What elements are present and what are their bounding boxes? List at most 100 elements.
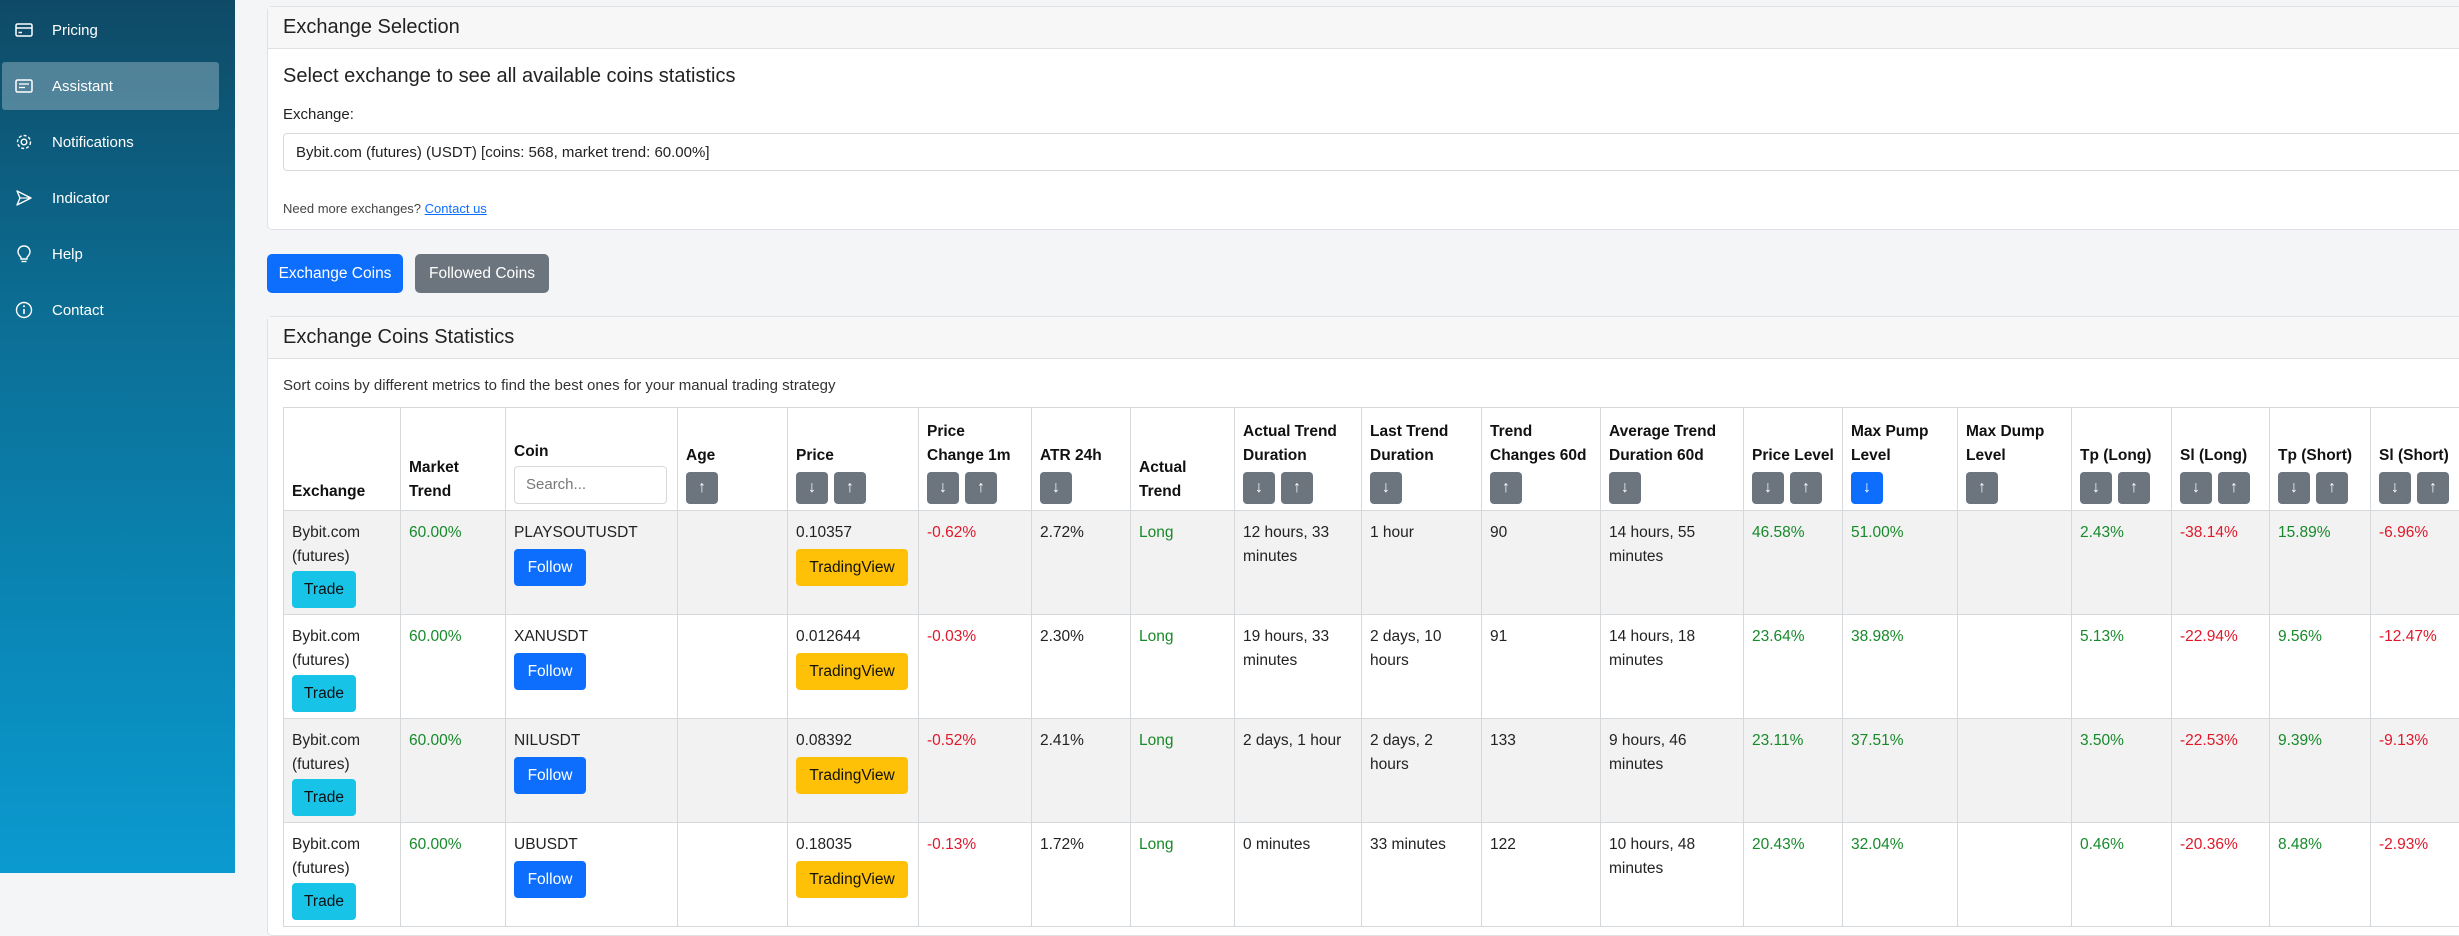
more-exchanges-text: Need more exchanges? Contact us <box>283 201 487 216</box>
sidebar-item-label: Indicator <box>52 190 110 207</box>
contact-us-link[interactable]: Contact us <box>425 201 487 216</box>
sort-asc-button[interactable]: ↑ <box>1490 472 1522 504</box>
col-sl-long: Sl (Long)↓↑ <box>2172 408 2270 511</box>
sort-desc-button[interactable]: ↓ <box>927 472 959 504</box>
actual-duration-value: 19 hours, 33 minutes <box>1235 615 1362 719</box>
sort-desc-button[interactable]: ↓ <box>2180 472 2212 504</box>
tradingview-button[interactable]: TradingView <box>796 653 908 690</box>
follow-button[interactable]: Follow <box>514 757 586 794</box>
sort-asc-button[interactable]: ↑ <box>965 472 997 504</box>
sort-asc-button[interactable]: ↑ <box>1966 472 1998 504</box>
age-value <box>678 719 788 823</box>
sidebar-item-label: Assistant <box>52 78 113 95</box>
sort-desc-button[interactable]: ↓ <box>1609 472 1641 504</box>
follow-button[interactable]: Follow <box>514 861 586 898</box>
lightbulb-icon <box>14 244 34 264</box>
sidebar-item-assistant[interactable]: Assistant <box>2 62 219 110</box>
exchange-name: Bybit.com (futures) <box>292 524 360 565</box>
col-price: Price↓↑ <box>788 408 919 511</box>
trend-value: Long <box>1131 719 1235 823</box>
sl-short-value: -6.96% <box>2371 511 2459 615</box>
follow-button[interactable]: Follow <box>514 653 586 690</box>
sort-asc-button[interactable]: ↑ <box>2118 472 2150 504</box>
exchange-selection-title: Select exchange to see all available coi… <box>283 65 735 88</box>
price-value: 0.10357 <box>796 524 852 541</box>
sidebar-item-notifications[interactable]: Notifications <box>2 118 219 166</box>
trend-changes-value: 133 <box>1482 719 1601 823</box>
sidebar-item-help[interactable]: Help <box>2 230 219 278</box>
sort-asc-button[interactable]: ↑ <box>2218 472 2250 504</box>
sort-asc-button[interactable]: ↑ <box>834 472 866 504</box>
actual-duration-value: 12 hours, 33 minutes <box>1235 511 1362 615</box>
trade-button[interactable]: Trade <box>292 883 356 920</box>
follow-button[interactable]: Follow <box>514 549 586 586</box>
coin-search-input[interactable]: Search... <box>514 466 667 504</box>
trade-button[interactable]: Trade <box>292 571 356 608</box>
atr-value: 2.72% <box>1032 511 1131 615</box>
tp-long-value: 2.43% <box>2072 511 2172 615</box>
exchange-stats-header: Exchange Coins Statistics <box>268 317 2459 359</box>
market-trend-value: 60.00% <box>401 511 506 615</box>
sort-desc-button[interactable]: ↓ <box>1752 472 1784 504</box>
exchange-select[interactable]: Bybit.com (futures) (USDT) [coins: 568, … <box>283 133 2459 171</box>
exchange-label: Exchange: <box>283 106 354 123</box>
sort-asc-button[interactable]: ↑ <box>1790 472 1822 504</box>
sort-desc-button[interactable]: ↓ <box>2379 472 2411 504</box>
sidebar-item-indicator[interactable]: Indicator <box>2 174 219 222</box>
sort-asc-button[interactable]: ↑ <box>1281 472 1313 504</box>
trade-button[interactable]: Trade <box>292 779 356 816</box>
tp-long-value: 3.50% <box>2072 719 2172 823</box>
price-change-value: -0.13% <box>919 823 1032 927</box>
sort-desc-button[interactable]: ↓ <box>1040 472 1072 504</box>
sort-desc-button[interactable]: ↓ <box>2278 472 2310 504</box>
age-value <box>678 823 788 927</box>
last-duration-value: 2 days, 10 hours <box>1362 615 1482 719</box>
tradingview-button[interactable]: TradingView <box>796 549 908 586</box>
sidebar-item-contact[interactable]: Contact <box>2 286 219 334</box>
trend-value: Long <box>1131 615 1235 719</box>
exchange-coins-button[interactable]: Exchange Coins <box>267 254 403 293</box>
market-trend-value: 60.00% <box>401 615 506 719</box>
col-max-dump: Max Dump Level↑ <box>1958 408 2072 511</box>
trend-changes-value: 90 <box>1482 511 1601 615</box>
sort-asc-button[interactable]: ↑ <box>2417 472 2449 504</box>
price-change-value: -0.03% <box>919 615 1032 719</box>
max-pump-value: 38.98% <box>1843 615 1958 719</box>
tradingview-button[interactable]: TradingView <box>796 757 908 794</box>
max-dump-value <box>1958 719 2072 823</box>
sl-short-value: -2.93% <box>2371 823 2459 927</box>
sort-asc-button[interactable]: ↑ <box>2316 472 2348 504</box>
trend-changes-value: 91 <box>1482 615 1601 719</box>
tp-short-value: 8.48% <box>2270 823 2371 927</box>
trend-value: Long <box>1131 823 1235 927</box>
sort-desc-button[interactable]: ↓ <box>2080 472 2112 504</box>
sort-asc-button[interactable]: ↑ <box>686 472 718 504</box>
price-value: 0.012644 <box>796 628 861 645</box>
trade-button[interactable]: Trade <box>292 675 356 712</box>
sidebar-item-pricing[interactable]: Pricing <box>2 6 219 54</box>
age-value <box>678 511 788 615</box>
sort-desc-button-active[interactable]: ↓ <box>1851 472 1883 504</box>
coin-symbol: PLAYSOUTUSDT <box>514 524 638 541</box>
avg-duration-value: 10 hours, 48 minutes <box>1601 823 1744 927</box>
info-icon <box>14 300 34 320</box>
exchange-selection-card: Exchange Selection Select exchange to se… <box>267 6 2459 230</box>
sl-long-value: -20.36% <box>2172 823 2270 927</box>
followed-coins-button[interactable]: Followed Coins <box>415 254 549 293</box>
tp-short-value: 9.39% <box>2270 719 2371 823</box>
last-duration-value: 33 minutes <box>1362 823 1482 927</box>
col-tp-short: Tp (Short)↓↑ <box>2270 408 2371 511</box>
sort-desc-button[interactable]: ↓ <box>796 472 828 504</box>
avg-duration-value: 9 hours, 46 minutes <box>1601 719 1744 823</box>
tradingview-button[interactable]: TradingView <box>796 861 908 898</box>
sidebar-item-label: Contact <box>52 302 104 319</box>
assistant-icon <box>14 76 34 96</box>
max-pump-value: 51.00% <box>1843 511 1958 615</box>
max-dump-value <box>1958 823 2072 927</box>
sort-desc-button[interactable]: ↓ <box>1370 472 1402 504</box>
sort-desc-button[interactable]: ↓ <box>1243 472 1275 504</box>
